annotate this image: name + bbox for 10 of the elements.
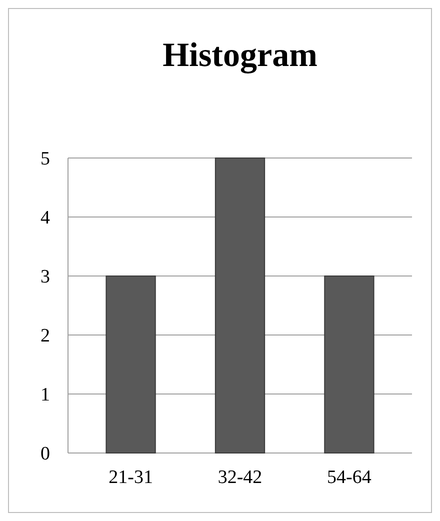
y-tick-label: 5: [40, 148, 50, 170]
y-tick-label: 4: [40, 208, 50, 229]
y-tick-label: 0: [40, 444, 50, 465]
x-tick-label: 54-64: [327, 467, 372, 488]
x-tick-label: 21-31: [108, 467, 153, 488]
x-tick-label: 32-42: [218, 467, 262, 488]
y-tick-label: 3: [40, 266, 50, 288]
chart-title: Histogram: [162, 37, 318, 74]
y-tick-label: 1: [40, 384, 50, 406]
y-tick-label: 2: [40, 326, 50, 347]
